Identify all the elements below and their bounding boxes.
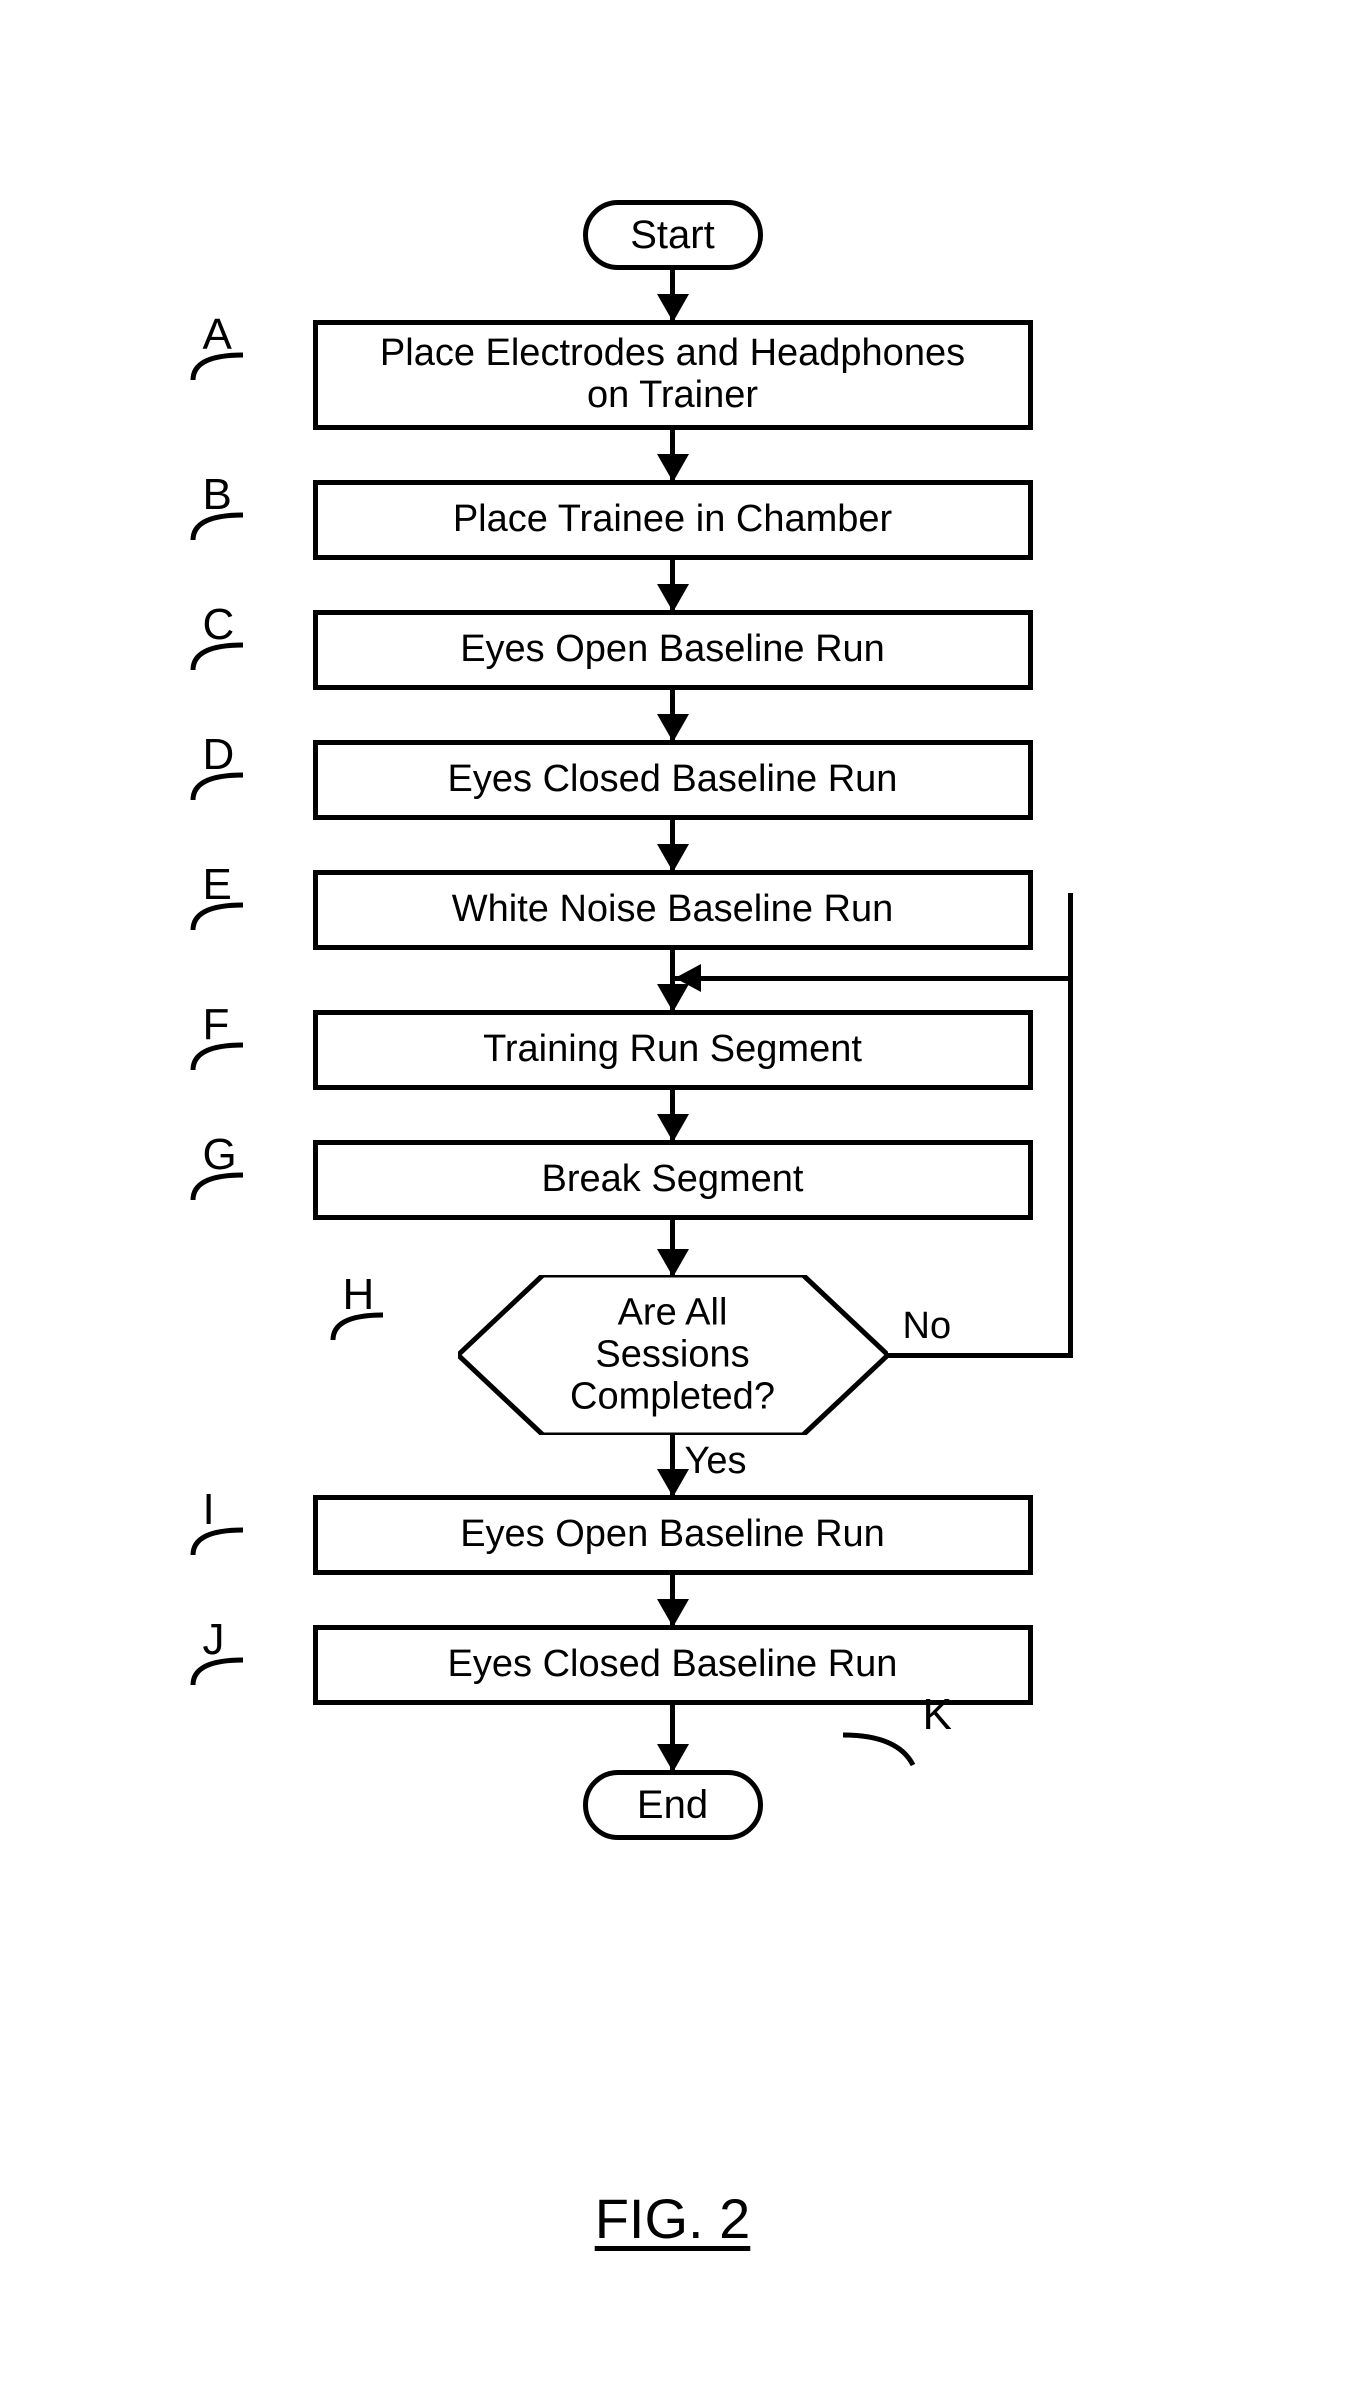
process-f: Training Run Segment (313, 1010, 1033, 1090)
arrow (670, 1705, 675, 1770)
arrow (670, 1220, 675, 1275)
process-b: Place Trainee in Chamber (313, 480, 1033, 560)
process-c-text: Eyes Open Baseline Run (460, 629, 885, 671)
feedback-v (1068, 893, 1073, 1358)
process-g: Break Segment (313, 1140, 1033, 1220)
figure-caption: FIG. 2 (595, 2186, 751, 2251)
process-e-text: White Noise Baseline Run (452, 889, 893, 931)
process-e: White Noise Baseline Run (313, 870, 1033, 950)
hook-b (183, 505, 253, 560)
process-d-text: Eyes Closed Baseline Run (448, 759, 898, 801)
arrow (670, 690, 675, 740)
hook-i (183, 1520, 253, 1575)
process-a-text: Place Electrodes and Headphones on Train… (380, 333, 965, 417)
label-b-block: B (203, 470, 232, 520)
hook-d (183, 765, 253, 820)
label-d-block: D (203, 730, 235, 780)
hook-k (838, 1720, 928, 1780)
arrow (670, 270, 675, 320)
no-label: No (903, 1305, 952, 1348)
label-f-block: F (203, 1000, 230, 1050)
arrow (670, 1435, 675, 1495)
feedback-arrowhead (675, 964, 701, 992)
arrow (670, 560, 675, 610)
label-j-block: J (203, 1615, 225, 1665)
start-label: Start (630, 213, 714, 258)
process-g-text: Break Segment (542, 1159, 804, 1201)
flowchart-container: Start A Place Electrodes and Headphones … (223, 200, 1123, 1840)
feedback-merge-h (675, 976, 1073, 981)
start-terminal: Start (583, 200, 763, 270)
label-c-block: C (203, 600, 235, 650)
end-label: End (637, 1783, 708, 1828)
decision-h: Are All Sessions Completed? (458, 1275, 888, 1435)
hook-a (183, 345, 253, 400)
label-h-block: H (343, 1270, 375, 1320)
hook-e (183, 895, 253, 950)
hook-f (183, 1035, 253, 1090)
label-a-block: A (203, 310, 232, 360)
process-b-text: Place Trainee in Chamber (453, 499, 892, 541)
arrow (670, 1575, 675, 1625)
yes-label: Yes (685, 1440, 747, 1483)
process-a: Place Electrodes and Headphones on Train… (313, 320, 1033, 430)
hook-j (183, 1650, 253, 1705)
label-e-block: E (203, 860, 232, 910)
label-i-block: I (203, 1485, 215, 1535)
arrow (670, 430, 675, 480)
decision-h-text: Are All Sessions Completed? (565, 1292, 780, 1417)
arrow (670, 820, 675, 870)
process-j-text: Eyes Closed Baseline Run (448, 1644, 898, 1686)
label-g-block: G (203, 1130, 237, 1180)
hook-g (183, 1165, 253, 1220)
hook-h (323, 1305, 393, 1360)
label-k-block: K (923, 1690, 952, 1740)
process-i: Eyes Open Baseline Run (313, 1495, 1033, 1575)
end-terminal: End (583, 1770, 763, 1840)
hook-c (183, 635, 253, 690)
process-d: Eyes Closed Baseline Run (313, 740, 1033, 820)
process-c: Eyes Open Baseline Run (313, 610, 1033, 690)
process-i-text: Eyes Open Baseline Run (460, 1514, 885, 1556)
feedback-h1 (888, 1353, 1073, 1358)
process-f-text: Training Run Segment (483, 1029, 862, 1071)
arrow (670, 1090, 675, 1140)
